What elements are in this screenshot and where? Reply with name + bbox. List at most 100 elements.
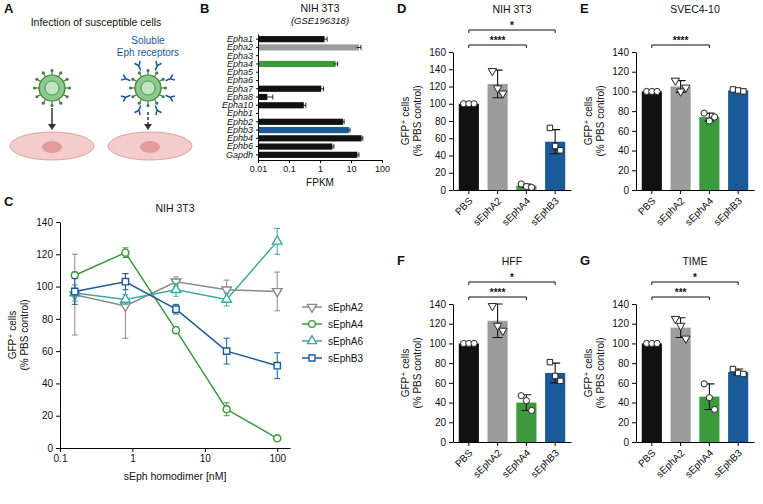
tick-label: 80 xyxy=(435,358,447,369)
diagram-label-line: Soluble xyxy=(131,35,165,46)
x-axis: 0.1110100 xyxy=(54,448,291,464)
legend-marker xyxy=(309,355,315,361)
series xyxy=(71,248,281,442)
tick-label: 120 xyxy=(612,318,629,329)
data-point xyxy=(730,366,735,371)
data-point xyxy=(547,359,552,364)
tick: 60 xyxy=(435,133,453,144)
tick-label: 20 xyxy=(435,417,447,428)
virus-spike-tip xyxy=(59,102,62,105)
cell xyxy=(108,132,192,160)
axis-line xyxy=(454,442,572,443)
tick: 0 xyxy=(440,185,453,196)
tick-mark xyxy=(651,190,652,194)
tick-mark xyxy=(132,448,133,452)
tick: 20 xyxy=(618,165,636,176)
tick: 20 xyxy=(42,410,60,421)
data-point xyxy=(558,148,563,153)
data-point xyxy=(499,328,507,335)
tick-label: 1 xyxy=(318,164,323,174)
tick-label: PBS xyxy=(453,195,475,217)
axis-title: FPKM xyxy=(306,177,334,188)
tick: 140 xyxy=(429,64,453,75)
tick-label: sEphA2 xyxy=(471,447,504,480)
significance-label: * xyxy=(693,272,697,283)
error-bar xyxy=(72,272,78,278)
data-point xyxy=(471,340,477,346)
data-point xyxy=(701,110,707,116)
tick: 140 xyxy=(429,299,453,310)
tick-label: 80 xyxy=(618,106,630,117)
tick-mark xyxy=(256,47,258,48)
nucleus xyxy=(140,141,160,153)
tick-mark xyxy=(632,52,636,53)
virus-spike-tip xyxy=(147,69,150,72)
virus-spike-tip xyxy=(66,95,69,98)
plot-area xyxy=(459,69,565,190)
bar xyxy=(258,102,304,108)
virus-spike-tip xyxy=(155,102,158,105)
bar xyxy=(642,91,662,190)
data-point xyxy=(671,316,679,323)
bar xyxy=(258,152,357,158)
tick: sEphA4 xyxy=(683,190,716,228)
bar xyxy=(671,87,691,191)
tick-label: 0.01 xyxy=(250,164,268,174)
virus-capsid xyxy=(141,81,155,95)
tick-mark xyxy=(256,121,258,122)
tick-mark xyxy=(351,160,352,163)
tick-mark xyxy=(56,448,60,449)
tick-mark xyxy=(256,63,258,64)
tick: 40 xyxy=(435,397,453,408)
tick: Gapdh xyxy=(226,150,258,160)
error-bar xyxy=(122,248,128,258)
legend-label: sEphA6 xyxy=(328,336,363,347)
tick: 140 xyxy=(612,47,636,58)
tick: 100 xyxy=(375,160,390,174)
soluble-receptor xyxy=(121,75,132,84)
tick-label: 20 xyxy=(42,410,54,421)
data-point xyxy=(499,91,507,98)
tick: 40 xyxy=(435,150,453,161)
panel-a: Infection of susceptible cellsSolubleEph… xyxy=(10,16,192,160)
tick-label: 100 xyxy=(375,164,390,174)
tick-label: 20 xyxy=(618,165,630,176)
tick: 0.1 xyxy=(54,448,68,464)
tick-mark xyxy=(632,383,636,384)
chart-title: TIME xyxy=(682,255,707,267)
receptor-shape xyxy=(164,75,175,84)
tick-mark xyxy=(449,87,453,88)
tick-mark xyxy=(256,138,258,139)
tick: sEphA4 xyxy=(500,190,533,228)
virus-capsid xyxy=(45,81,59,95)
tick: 60 xyxy=(618,378,636,389)
data-point xyxy=(488,304,496,311)
legend-entry: sEphA6 xyxy=(302,336,363,347)
tick: sEphA2 xyxy=(654,442,687,480)
axis-title-line: (% PBS control) xyxy=(412,85,423,156)
arrow-head xyxy=(144,124,152,130)
tick-mark xyxy=(632,111,636,112)
tick: sEphB3 xyxy=(712,190,745,228)
bar xyxy=(258,36,325,42)
series xyxy=(72,274,281,379)
y-axis: 020406080100120140 xyxy=(612,47,636,196)
tick-mark xyxy=(449,324,453,325)
tick-label: 120 xyxy=(429,318,446,329)
legend-label: sEphB3 xyxy=(328,353,363,364)
tick-mark xyxy=(277,448,278,452)
tick-mark xyxy=(449,156,453,157)
axis-title: GFP⁺ cells(% PBS control) xyxy=(583,337,606,408)
data-point xyxy=(730,87,735,92)
tick: 80 xyxy=(435,358,453,369)
tick-label: 40 xyxy=(435,397,447,408)
data-point xyxy=(471,101,477,107)
tick: sEphA4 xyxy=(500,442,533,480)
virus-spike-tip xyxy=(51,69,54,72)
virus-spike-tip xyxy=(33,87,36,90)
data-point xyxy=(712,114,718,120)
error-bar xyxy=(331,144,334,149)
bar xyxy=(258,44,359,50)
legend-marker xyxy=(307,336,316,344)
axis-line xyxy=(637,190,755,191)
